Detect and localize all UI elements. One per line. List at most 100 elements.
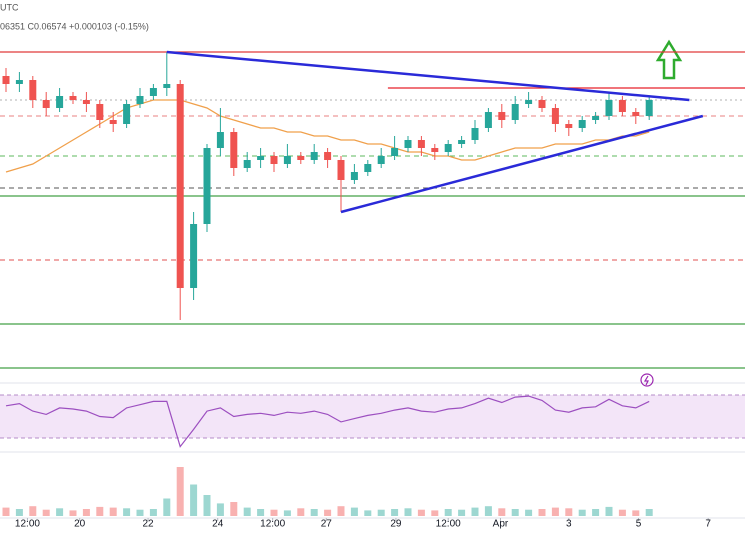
volume-bar xyxy=(257,509,265,516)
candle-body xyxy=(538,100,546,108)
candle-body xyxy=(391,148,399,156)
volume-bar xyxy=(525,509,533,516)
candle-body xyxy=(136,96,144,104)
volume-bar xyxy=(592,509,600,516)
volume-bar xyxy=(109,507,117,516)
x-tick-label: 12:00 xyxy=(15,519,40,530)
candle-body xyxy=(458,140,466,144)
candle-body xyxy=(578,120,586,128)
volume-bar xyxy=(270,509,278,516)
volume-bar xyxy=(82,509,90,516)
volume-bar xyxy=(578,509,586,516)
x-tick-label: 7 xyxy=(705,519,711,530)
candle-body xyxy=(190,224,198,288)
volume-bar xyxy=(123,508,131,516)
event-icon xyxy=(640,373,654,387)
x-tick-label: 3 xyxy=(566,519,572,530)
x-tick-label: 20 xyxy=(74,519,86,530)
volume-bar xyxy=(538,509,546,516)
candle-body xyxy=(257,156,265,160)
volume-bar xyxy=(176,467,184,516)
candle-body xyxy=(297,156,305,160)
x-tick-label: 27 xyxy=(321,519,333,530)
candle-body xyxy=(551,108,559,124)
volume-bar xyxy=(29,506,37,516)
candle-body xyxy=(364,164,372,172)
candle-body xyxy=(96,104,104,120)
candle-body xyxy=(283,156,291,164)
volume-bar xyxy=(498,508,506,516)
volume-bar xyxy=(350,507,358,516)
candle-body xyxy=(42,100,50,108)
volume-bar xyxy=(337,506,345,516)
x-tick-label: 12:00 xyxy=(260,519,285,530)
volume-bar xyxy=(310,509,318,516)
volume-bar xyxy=(297,508,305,516)
candle-body xyxy=(82,100,90,104)
candle-body xyxy=(377,156,385,164)
volume-bar xyxy=(484,506,492,516)
volume-bar xyxy=(56,508,64,516)
x-tick-label: 24 xyxy=(212,519,224,530)
candle-body xyxy=(216,132,224,148)
candle-body xyxy=(618,100,626,112)
volume-bar xyxy=(216,503,224,516)
candle-body xyxy=(565,124,573,128)
volume-bar xyxy=(15,509,23,516)
candle-body xyxy=(176,84,184,288)
candle-body xyxy=(149,88,157,96)
candle-body xyxy=(471,128,479,140)
volume-bar xyxy=(190,484,198,516)
x-tick-label: 22 xyxy=(142,519,154,530)
volume-bar xyxy=(149,509,157,516)
volume-bar xyxy=(511,509,519,516)
volume-bar xyxy=(2,507,10,516)
trendline xyxy=(340,114,704,214)
candle-body xyxy=(69,96,77,100)
up-arrow xyxy=(655,39,683,80)
candle-body xyxy=(525,100,533,104)
candle-body xyxy=(417,140,425,148)
volume-bar xyxy=(605,506,613,516)
candle-body xyxy=(592,116,600,120)
candle-body xyxy=(645,100,653,116)
trendline xyxy=(166,50,690,102)
volume-bar xyxy=(69,510,77,516)
candle-body xyxy=(15,80,23,84)
volume-bar xyxy=(404,508,412,516)
candle-body xyxy=(56,96,64,108)
rsi-line xyxy=(5,395,650,448)
candle-body xyxy=(123,104,131,124)
candle-body xyxy=(498,112,506,120)
volume-bar xyxy=(458,509,466,516)
candle-body xyxy=(404,140,412,148)
volume-bar xyxy=(364,510,372,516)
volume-bar xyxy=(96,506,104,516)
volume-bar xyxy=(324,509,332,516)
timezone: UTC xyxy=(0,2,19,12)
candle-body xyxy=(163,84,171,88)
candle-body xyxy=(29,80,37,100)
volume-bar xyxy=(136,509,144,516)
volume-bar xyxy=(431,510,439,516)
candle-body xyxy=(230,132,238,168)
ohlc-header: 06351 C0.06574 +0.000103 (-0.15%) xyxy=(0,21,149,31)
candle-body xyxy=(310,152,318,160)
candle-body xyxy=(109,120,117,124)
candle-body xyxy=(444,144,452,152)
event-icon-bolt xyxy=(643,375,649,386)
volume-bar xyxy=(444,509,452,516)
volume-bar xyxy=(417,509,425,516)
x-tick-label: Apr xyxy=(493,519,509,530)
candle-body xyxy=(324,152,332,160)
candle-body xyxy=(270,156,278,164)
volume-bar xyxy=(42,509,50,516)
x-tick-label: 5 xyxy=(636,519,642,530)
candle-body xyxy=(243,160,251,168)
volume-bar xyxy=(163,498,171,516)
volume-bar xyxy=(230,502,238,516)
volume-bar xyxy=(618,509,626,516)
volume-bar xyxy=(645,509,653,516)
